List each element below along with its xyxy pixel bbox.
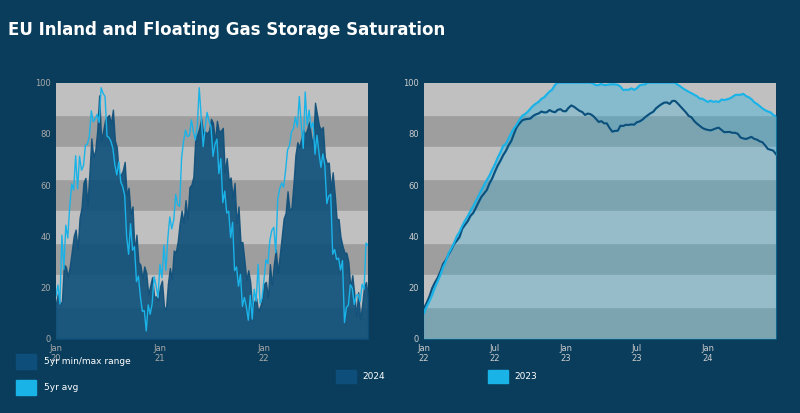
Text: EU Inland and Floating Gas Storage Saturation: EU Inland and Floating Gas Storage Satur… [8, 21, 446, 39]
Bar [56, 275, 368, 306]
Text: 5yr avg: 5yr avg [44, 383, 78, 392]
Bar [336, 370, 356, 383]
Bar [424, 275, 776, 306]
Bar [424, 83, 776, 114]
Text: 2024: 2024 [362, 372, 385, 381]
Bar [56, 147, 368, 178]
Text: 5yr min/max range: 5yr min/max range [44, 357, 130, 366]
Bar [16, 380, 36, 396]
Bar [488, 370, 508, 383]
Text: 2023: 2023 [514, 372, 537, 381]
Bar [56, 83, 368, 114]
Bar [424, 147, 776, 178]
Bar [16, 354, 36, 370]
Bar [424, 211, 776, 242]
Bar [56, 211, 368, 242]
